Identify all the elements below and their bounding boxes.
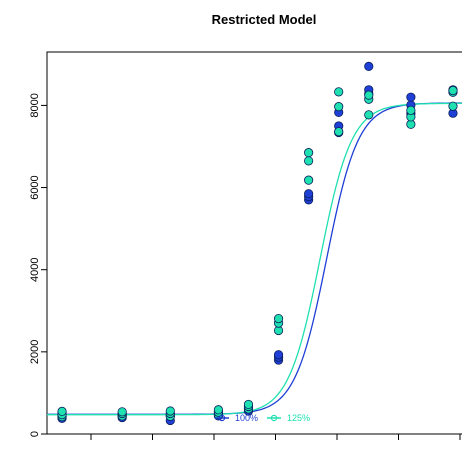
y-tick-label: 8000	[29, 93, 41, 117]
data-point	[304, 148, 314, 158]
legend-marker	[270, 414, 278, 422]
y-tick-label: 0	[29, 431, 41, 437]
data-point	[304, 156, 314, 166]
legend-label: 125%	[287, 413, 310, 423]
data-point	[448, 86, 458, 96]
data-point	[243, 399, 254, 410]
data-point	[448, 101, 458, 111]
x-axis	[90, 434, 461, 440]
legend-label: 100%	[235, 413, 258, 423]
data-point	[334, 102, 344, 112]
fit-curve-line	[47, 102, 462, 416]
data-point	[304, 189, 314, 199]
y-tick-label: 6000	[29, 175, 41, 199]
data-point	[165, 406, 175, 416]
data-point	[364, 90, 374, 100]
data-point	[273, 350, 284, 360]
data-point	[334, 127, 344, 137]
data-point	[57, 406, 67, 417]
legend: 100% 125%	[215, 413, 310, 423]
y-tick-label: 2000	[29, 340, 41, 364]
plot-frame	[46, 51, 462, 435]
fit-curve-line	[47, 102, 462, 415]
data-point	[406, 92, 416, 102]
y-axis: 0 2000 4000 6000 8000	[29, 93, 47, 437]
data-point	[364, 61, 374, 71]
fit-curves	[47, 102, 462, 416]
data-point	[406, 105, 416, 115]
data-point	[273, 313, 284, 324]
data-point	[213, 405, 224, 415]
legend-marker	[218, 414, 226, 422]
data-points	[57, 61, 458, 426]
y-tick-label: 4000	[29, 257, 41, 281]
data-point	[334, 87, 344, 97]
data-point	[364, 110, 374, 120]
data-point	[304, 175, 314, 185]
data-point	[117, 407, 127, 417]
chart-title: Restricted Model	[212, 12, 317, 27]
